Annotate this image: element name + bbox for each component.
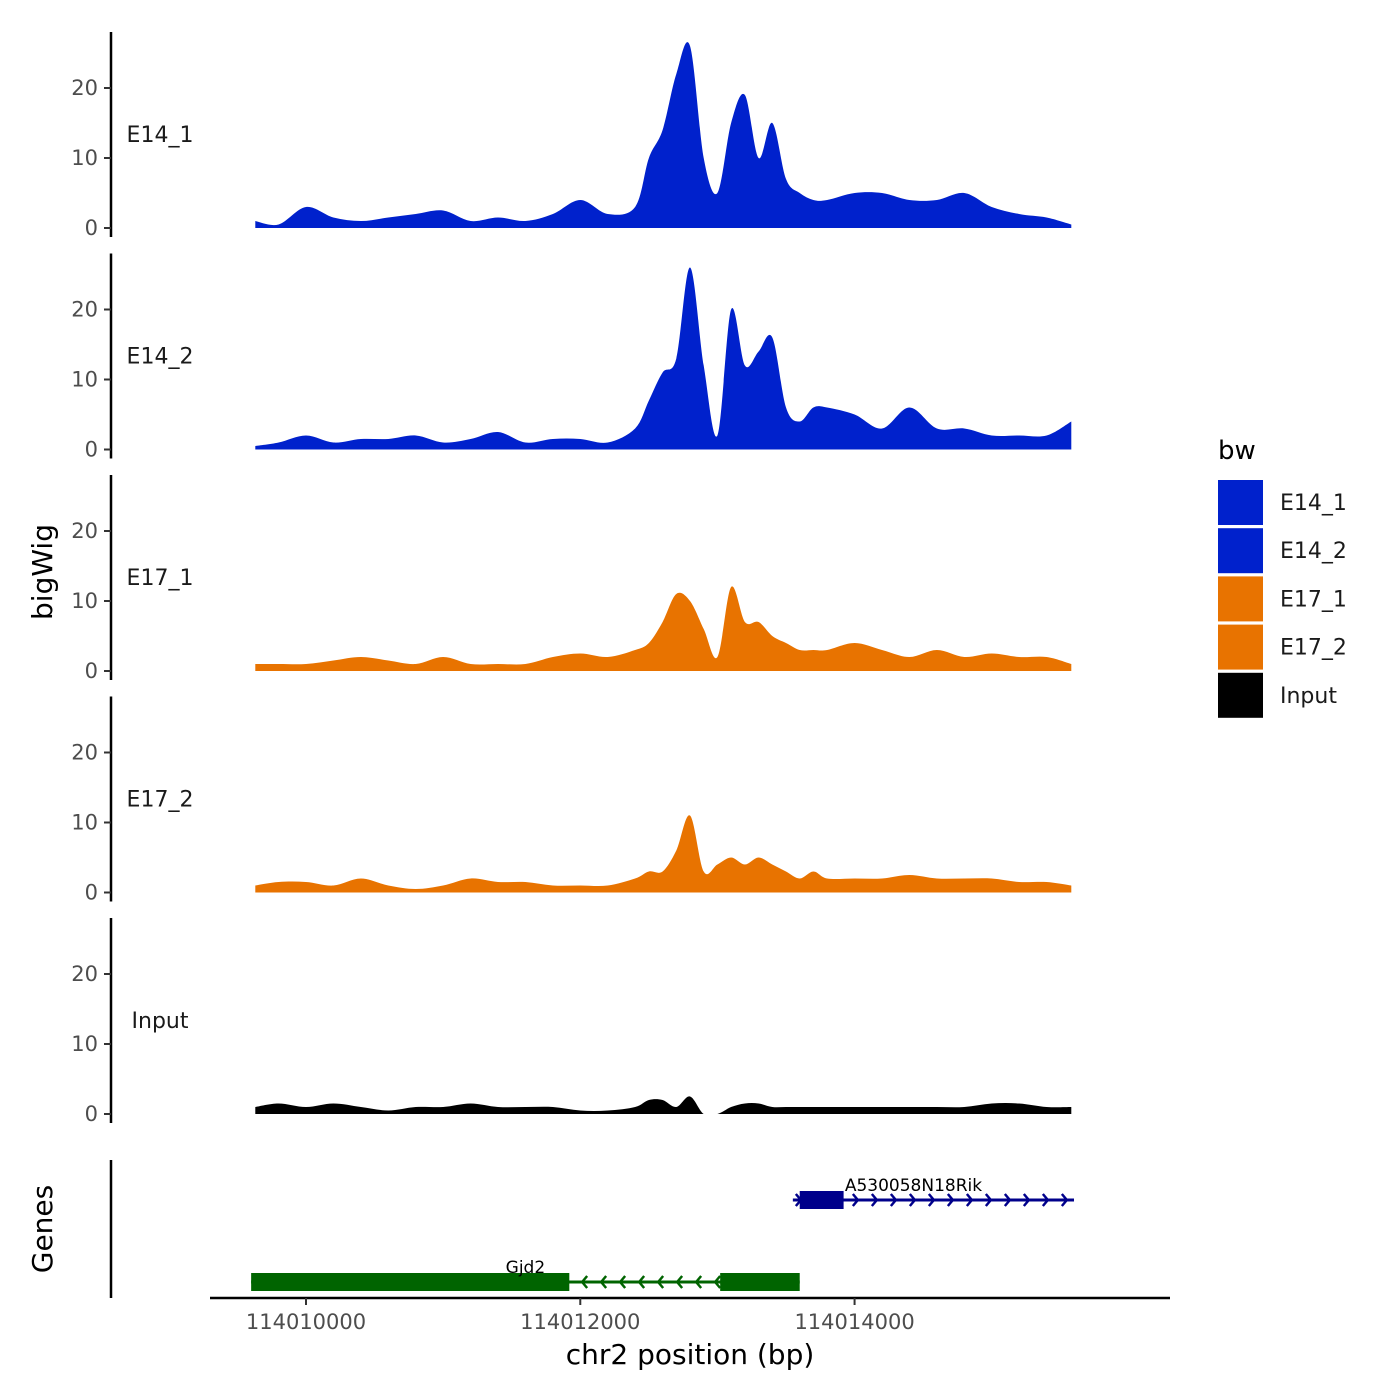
strand-arrow xyxy=(1060,1193,1069,1207)
y-tick-label: 20 xyxy=(71,741,98,765)
strand-arrow xyxy=(1003,1193,1012,1207)
track-label: E14_2 xyxy=(127,345,194,370)
signal-area-E17_2 xyxy=(255,815,1072,893)
track-label: E17_1 xyxy=(127,566,194,591)
strand-arrow xyxy=(927,1193,936,1207)
gene-label: A530058N18Rik xyxy=(845,1176,982,1196)
gene-exon xyxy=(720,1273,800,1291)
y-tick-label: 20 xyxy=(71,519,98,543)
signal-tracks: 0 10 20 E14_1 0 10 20 E14_2 0 10 20 E17_1 0 10 20 E17_2… xyxy=(71,32,1072,1126)
strand-arrow xyxy=(946,1193,955,1207)
gene-label: Gjd2 xyxy=(506,1258,546,1278)
legend-label: E14_1 xyxy=(1280,491,1347,516)
gene-exon xyxy=(799,1191,844,1209)
strand-arrow xyxy=(889,1193,898,1207)
y-tick-label: 0 xyxy=(85,216,98,240)
strand-arrow xyxy=(656,1275,665,1289)
x-tick-label: 114010000 xyxy=(246,1310,366,1334)
legend: bw E14_1 E14_2 E17_1 E17_2 Input xyxy=(1218,436,1347,718)
track-Input: 0 10 20 Input xyxy=(71,918,1072,1126)
y-tick-label: 20 xyxy=(71,962,98,986)
y-tick-label: 20 xyxy=(71,76,98,100)
y-tick-label: 0 xyxy=(85,659,98,683)
legend-key-E17_2 xyxy=(1218,624,1263,670)
track-E14_2: 0 10 20 E14_2 xyxy=(71,253,1072,462)
x-axis: 114010000 114012000 114014000 xyxy=(210,1296,1170,1334)
strand-arrow xyxy=(984,1193,993,1207)
legend-key-E14_1 xyxy=(1218,480,1263,525)
track-label: E14_1 xyxy=(127,123,194,148)
y-tick-label: 20 xyxy=(71,298,98,322)
track-label: Input xyxy=(132,1009,189,1034)
genes-axis-title: Genes xyxy=(26,1185,59,1273)
x-ticks: 114010000 114012000 114014000 xyxy=(246,1298,915,1334)
y-axis-title: bigWig xyxy=(26,524,59,620)
legend-key-E17_1 xyxy=(1218,576,1263,622)
gene-Gjd2: Gjd2 xyxy=(251,1258,800,1291)
legend-label: Input xyxy=(1280,684,1337,709)
y-tick-label: 0 xyxy=(85,438,98,462)
y-tick-label: 0 xyxy=(85,1102,98,1126)
legend-title: bw xyxy=(1218,436,1256,466)
genes-panel: A530058N18Rik Gjd2 xyxy=(109,1160,1074,1298)
strand-arrow xyxy=(580,1275,589,1289)
x-axis-title: chr2 position (bp) xyxy=(566,1338,815,1371)
signal-area-E17_1 xyxy=(255,586,1072,671)
legend-label: E17_2 xyxy=(1280,636,1347,661)
x-tick-label: 114012000 xyxy=(520,1310,640,1334)
strand-arrow xyxy=(675,1275,684,1289)
strand-arrow xyxy=(1022,1193,1031,1207)
x-tick-label: 114014000 xyxy=(794,1310,914,1334)
legend-key-E14_2 xyxy=(1218,528,1263,574)
strand-arrow xyxy=(599,1275,608,1289)
legend-entries: E14_1 E14_2 E17_1 E17_2 Input xyxy=(1218,480,1347,718)
gene-A530058N18Rik: A530058N18Rik xyxy=(792,1176,1074,1209)
strand-arrow xyxy=(618,1275,627,1289)
signal-area-Input xyxy=(255,1096,1072,1114)
strand-arrow xyxy=(870,1193,879,1207)
y-tick-label: 0 xyxy=(85,881,98,905)
legend-key-Input xyxy=(1218,672,1263,718)
track-label: E17_2 xyxy=(127,788,194,813)
signal-area-E14_1 xyxy=(255,42,1072,228)
legend-label: E17_1 xyxy=(1280,587,1347,612)
track-E17_2: 0 10 20 E17_2 xyxy=(71,696,1072,905)
track-E14_1: 0 10 20 E14_1 xyxy=(71,32,1072,240)
gene-exon xyxy=(251,1273,570,1291)
y-tick-label: 10 xyxy=(71,1032,98,1056)
signal-area-E14_2 xyxy=(255,267,1072,450)
y-tick-label: 10 xyxy=(71,146,98,170)
strand-arrow xyxy=(908,1193,917,1207)
y-tick-label: 10 xyxy=(71,368,98,392)
y-tick-label: 10 xyxy=(71,589,98,613)
legend-label: E14_2 xyxy=(1280,539,1347,564)
strand-arrow xyxy=(1041,1193,1050,1207)
strand-arrow xyxy=(965,1193,974,1207)
track-E17_1: 0 10 20 E17_1 xyxy=(71,475,1072,683)
strand-arrow xyxy=(694,1275,703,1289)
strand-arrow xyxy=(851,1193,860,1207)
strand-arrow xyxy=(713,1275,722,1289)
gene-models: A530058N18Rik Gjd2 xyxy=(251,1176,1074,1291)
y-tick-label: 10 xyxy=(71,811,98,835)
strand-arrow xyxy=(637,1275,646,1289)
